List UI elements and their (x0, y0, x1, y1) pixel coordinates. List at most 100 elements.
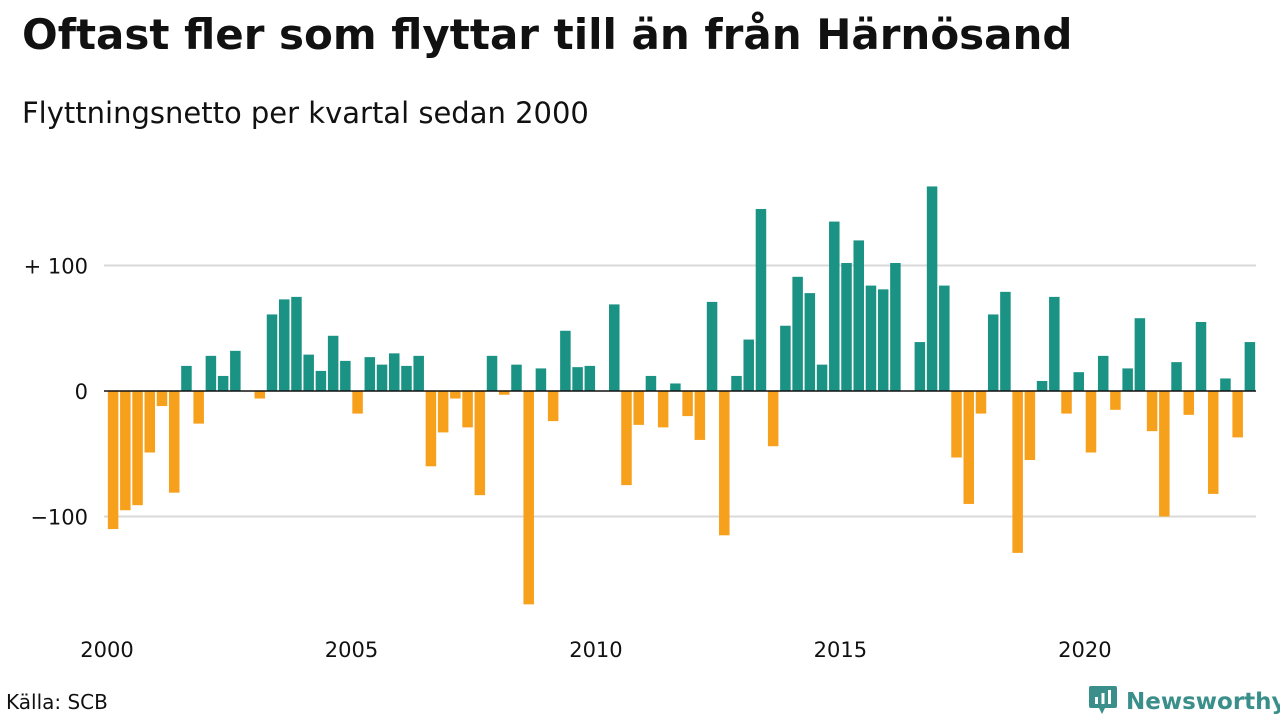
bar-2013K1 (743, 339, 754, 391)
bar-2005K4 (388, 353, 400, 391)
bar-2019K2 (1049, 296, 1060, 391)
x-tick-label: 2000 (80, 638, 133, 662)
y-axis-ticks: + 100 0 −100 (24, 255, 88, 530)
bar-2013K2 (755, 209, 767, 391)
bar-2007K3 (474, 391, 486, 496)
bar-2016K1 (890, 262, 901, 391)
bar-2001K4 (193, 391, 204, 424)
bars (107, 186, 1256, 605)
bar-2018K3 (1012, 391, 1023, 553)
bar-2014K3 (816, 364, 828, 391)
bar-2000K1 (107, 391, 119, 530)
bar-2012K2 (706, 301, 718, 391)
bar-2010K2 (609, 304, 620, 391)
bar-2014K4 (829, 221, 840, 391)
bar-2021K1 (1134, 318, 1146, 391)
y-tick-label: + 100 (24, 255, 88, 279)
grid-lines (104, 264, 1256, 518)
bar-2018K4 (1024, 391, 1036, 461)
x-tick-label: 2020 (1058, 638, 1111, 662)
bar-2017K2 (951, 391, 962, 458)
bar-2002K3 (230, 350, 241, 391)
bar-2017K4 (975, 391, 987, 414)
bar-2003K3 (278, 299, 290, 391)
bar-2014K1 (792, 276, 803, 391)
bar-2005K3 (376, 364, 388, 391)
bar-2017K1 (939, 285, 950, 391)
brand-logo[interactable]: Newsworthy (1088, 684, 1280, 720)
bar-2023K1 (1232, 391, 1243, 438)
bar-2011K1 (645, 375, 657, 391)
bar-2021K2 (1146, 391, 1158, 432)
bar-2015K4 (877, 289, 889, 391)
bar-2021K4 (1171, 362, 1182, 391)
bar-2003K4 (291, 296, 302, 391)
bar-2009K1 (547, 391, 559, 422)
bar-2015K2 (853, 240, 864, 391)
bar-2017K3 (963, 391, 974, 504)
bar-2001K3 (181, 365, 192, 391)
bar-2000K4 (144, 391, 156, 453)
bar-2004K4 (340, 360, 351, 391)
bar-2022K1 (1183, 391, 1195, 415)
bar-2000K3 (132, 391, 143, 506)
bar-2018K2 (1000, 291, 1011, 391)
bar-2014K2 (804, 293, 816, 391)
bar-2007K4 (486, 355, 498, 391)
bar-2011K3 (670, 383, 681, 391)
bar-2022K4 (1220, 378, 1231, 391)
bar-2019K1 (1036, 380, 1048, 391)
brand-name: Newsworthy (1126, 689, 1280, 715)
bar-2007K2 (462, 391, 473, 428)
bar-2012K4 (731, 375, 742, 391)
bar-2020K2 (1097, 355, 1109, 391)
bar-2022K2 (1195, 321, 1207, 391)
bar-2006K1 (401, 365, 412, 391)
bar-2012K1 (694, 391, 706, 440)
bar-2009K3 (572, 367, 583, 391)
bar-2018K1 (987, 314, 999, 391)
bar-2002K1 (205, 355, 217, 391)
bar-2012K3 (719, 391, 730, 536)
bar-2000K2 (120, 391, 131, 511)
x-axis-ticks: 2000 2005 2010 2015 2020 (80, 638, 1111, 662)
newsworthy-logo-icon (1088, 684, 1118, 720)
bar-2013K3 (767, 391, 779, 447)
chart-title: Oftast fler som flyttar till än från Här… (22, 10, 1073, 59)
bar-2016K4 (926, 186, 938, 391)
bar-2021K3 (1159, 391, 1170, 517)
bar-2023K2 (1244, 342, 1256, 391)
source-note: Källa: SCB (6, 690, 108, 714)
bar-2013K4 (780, 325, 791, 391)
bar-2004K2 (315, 370, 327, 391)
bar-2011K2 (657, 391, 669, 428)
bar-2004K3 (327, 335, 339, 391)
y-tick-label: 0 (75, 380, 88, 404)
bar-2020K1 (1085, 391, 1097, 453)
bar-2008K3 (523, 391, 534, 605)
x-tick-label: 2005 (325, 638, 378, 662)
x-tick-label: 2010 (569, 638, 622, 662)
bar-2005K2 (364, 357, 376, 391)
bar-2001K1 (156, 391, 168, 407)
bar-2010K4 (633, 391, 644, 425)
bar-2008K1 (499, 391, 510, 395)
bar-2022K3 (1207, 391, 1219, 494)
bar-2019K3 (1061, 391, 1072, 414)
bar-2008K4 (535, 368, 547, 391)
bar-2005K1 (352, 391, 363, 414)
bar-2001K2 (168, 391, 180, 493)
bar-2007K1 (450, 391, 461, 399)
y-tick-label: −100 (30, 506, 88, 530)
bar-2002K2 (217, 375, 229, 391)
bar-2009K4 (584, 365, 596, 391)
bar-2010K3 (621, 391, 632, 486)
bar-2006K2 (413, 355, 424, 391)
bar-2011K4 (682, 391, 693, 417)
bar-2006K3 (425, 391, 437, 467)
bar-2004K1 (303, 354, 314, 391)
bar-2015K3 (865, 285, 877, 391)
bar-2019K4 (1073, 372, 1085, 391)
bar-2003K2 (266, 314, 278, 391)
